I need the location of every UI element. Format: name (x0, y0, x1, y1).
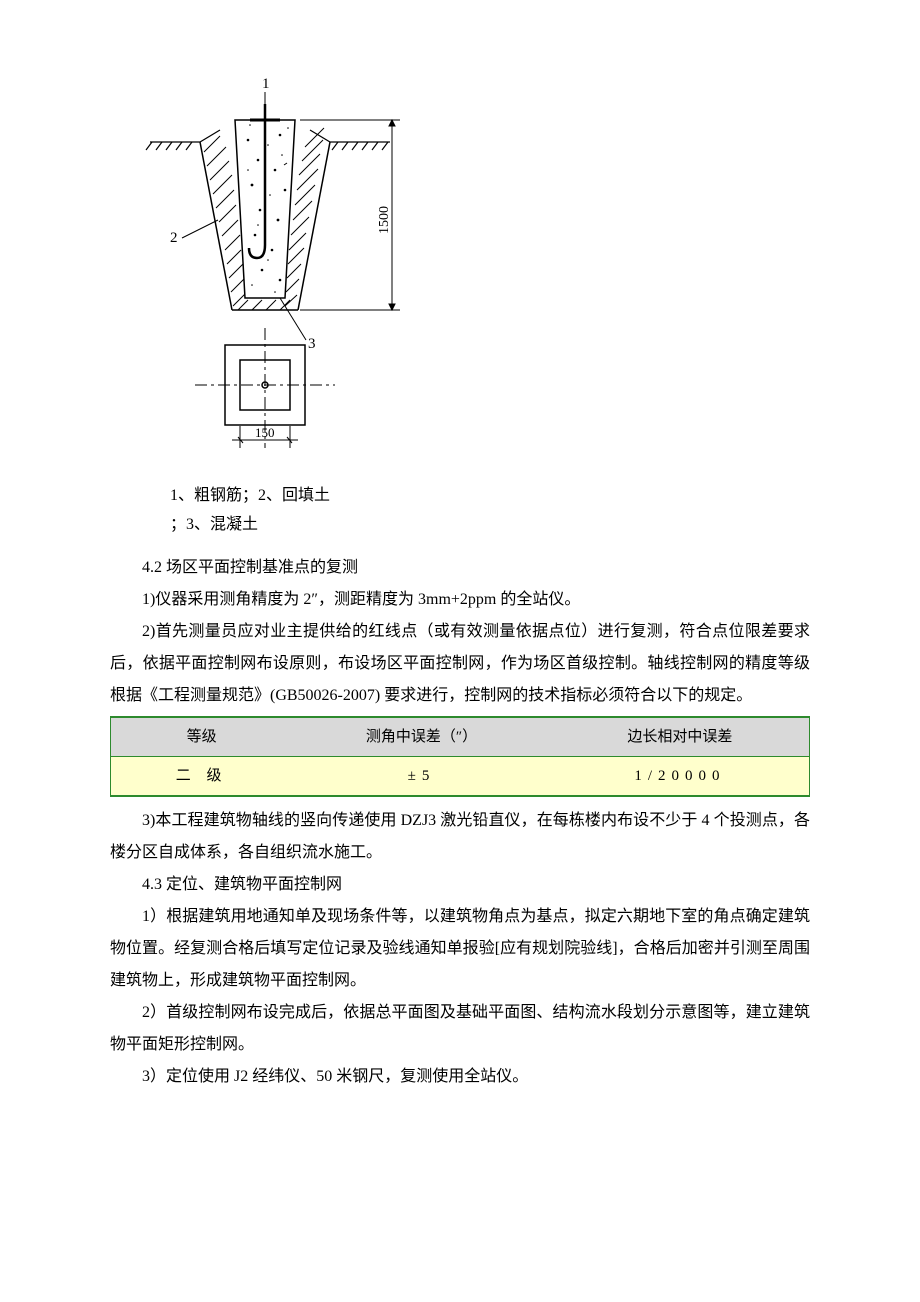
rebar (249, 104, 265, 258)
dim-150-text: 150 (255, 425, 275, 440)
diagram-caption: 1、粗钢筋；2、回填土 ；3、混凝土 (170, 482, 810, 540)
caption-line-2: ；3、混凝土 (170, 511, 810, 540)
th-grade: 等级 (111, 717, 293, 757)
caption-line-1: 1、粗钢筋；2、回填土 (170, 482, 810, 511)
ground-right (310, 130, 390, 150)
td-angle: ±5 (292, 756, 551, 796)
label-2-text: 2 (170, 230, 178, 246)
concrete-stipple (246, 124, 289, 293)
section-4-3-p2: 2）首级控制网布设完成后，依据总平面图及基础平面图、结构流水段划分示意图等，建立… (110, 997, 810, 1061)
dim-1500-text: 1500 (377, 206, 392, 234)
section-4-3-p1: 1）根据建筑用地通知单及现场条件等，以建筑物角点为基点，拟定六期地下室的角点确定… (110, 901, 810, 997)
section-4-2-p2: 2)首先测量员应对业主提供给的红线点（或有效测量依据点位）进行复测，符合点位限差… (110, 616, 810, 712)
section-4-2-p3: 3)本工程建筑物轴线的竖向传递使用 DZJ3 激光铅直仪，在每栋楼内布设不少于 … (110, 805, 810, 869)
table-row: 二 级 ±5 1/20000 (111, 756, 810, 796)
diagram-svg: 1 (140, 70, 440, 460)
section-4-2-p1: 1)仪器采用测角精度为 2″，测距精度为 3mm+2ppm 的全站仪。 (110, 584, 810, 616)
label-3-text: 3 (308, 336, 316, 352)
td-grade: 二 级 (111, 756, 293, 796)
td-edge: 1/20000 (551, 756, 810, 796)
precision-table: 等级 测角中误差（″） 边长相对中误差 二 级 ±5 1/20000 (110, 716, 810, 797)
document-page: 1 (0, 0, 920, 1153)
table-header-row: 等级 测角中误差（″） 边长相对中误差 (111, 717, 810, 757)
section-4-3-p3: 3）定位使用 J2 经纬仪、50 米钢尺，复测使用全站仪。 (110, 1061, 810, 1093)
control-point-diagram: 1 (140, 70, 810, 472)
th-edge-error: 边长相对中误差 (551, 717, 810, 757)
label-1-text: 1 (262, 76, 270, 92)
section-4-2-title: 4.2 场区平面控制基准点的复测 (110, 552, 810, 584)
th-angle-error: 测角中误差（″） (292, 717, 551, 757)
section-4-3-title: 4.3 定位、建筑物平面控制网 (110, 869, 810, 901)
